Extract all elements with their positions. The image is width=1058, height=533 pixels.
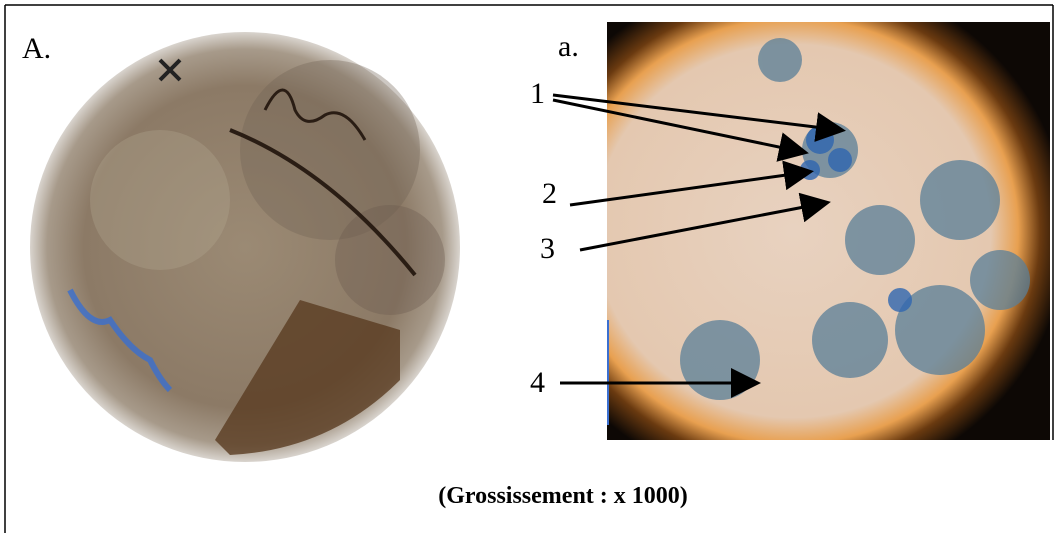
figure: A. a. 1 2 3 4 (Grossissement : x 1000) [0, 0, 1058, 533]
caption: (Grossissement : x 1000) [438, 483, 688, 509]
arrow-label: 4 [530, 366, 545, 399]
panel-label: a. [558, 30, 579, 63]
arrow-label: 2 [542, 177, 557, 210]
panel-label: A. [22, 32, 51, 65]
arrow-label: 1 [530, 77, 545, 110]
arrow-label: 3 [540, 232, 555, 265]
page: {"panels": {"left_label": "A.", "right_l… [0, 0, 1058, 533]
petri-dish-photo [30, 32, 460, 462]
